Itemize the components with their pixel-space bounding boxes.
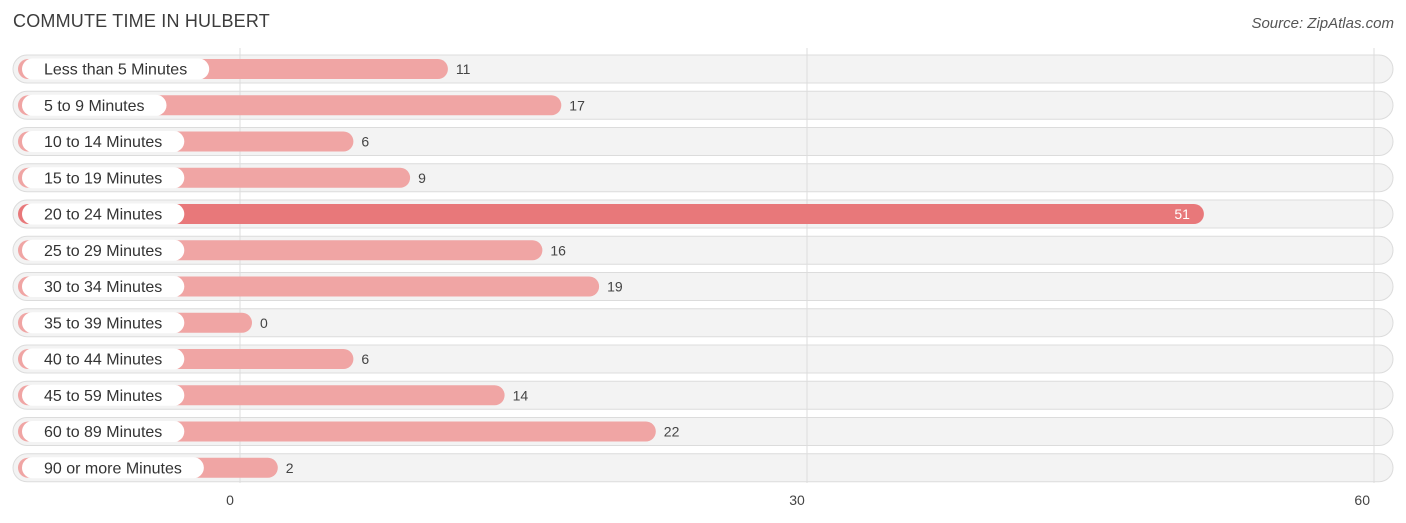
row-background [12, 308, 1394, 338]
value-label: 17 [569, 97, 585, 113]
category-pill [22, 276, 185, 297]
value-label: 11 [456, 61, 471, 77]
row-background [12, 453, 1394, 483]
category-pill [22, 167, 185, 189]
category-label: 45 to 59 Minutes [44, 388, 162, 405]
category-pill [22, 203, 185, 225]
category-label: 35 to 39 Minutes [44, 315, 162, 332]
x-tick-label: 0 [226, 492, 234, 508]
value-label: 14 [513, 387, 529, 403]
category-label: 25 to 29 Minutes [44, 243, 162, 260]
category-label: 15 to 19 Minutes [44, 170, 162, 187]
category-pill [22, 94, 167, 116]
value-label: 2 [286, 460, 294, 476]
x-axis-ticks: 0 30 60 [226, 492, 1370, 508]
x-tick-label: 60 [1354, 492, 1370, 508]
category-label: 20 to 24 Minutes [44, 207, 162, 224]
value-label: 51 [1174, 206, 1190, 222]
category-pill [22, 131, 185, 152]
value-label: 19 [607, 279, 623, 295]
rows-layer [12, 54, 1394, 483]
category-pill [22, 457, 204, 479]
category-label: 30 to 34 Minutes [44, 279, 162, 296]
row-background [12, 127, 1394, 156]
value-label: 6 [361, 351, 369, 367]
category-label: 40 to 44 Minutes [44, 352, 162, 369]
category-label: Less than 5 Minutes [44, 62, 187, 79]
bar [18, 204, 1204, 224]
category-pill [22, 348, 185, 370]
chart-title: COMMUTE TIME IN HULBERT [13, 11, 270, 31]
value-label: 6 [361, 134, 369, 150]
category-pill [22, 312, 185, 334]
value-label: 0 [260, 315, 268, 331]
x-tick-label: 30 [789, 492, 805, 508]
category-pill [22, 421, 185, 442]
bars-layer: Less than 5 Minutes 11 5 to 9 Minutes 17 10 … [18, 58, 1204, 479]
category-pill [22, 384, 185, 406]
category-pill [22, 58, 210, 80]
category-pill [22, 239, 185, 261]
value-label: 22 [664, 424, 680, 440]
row-background [12, 344, 1394, 374]
value-label: 16 [550, 242, 566, 258]
category-label: 60 to 89 Minutes [44, 424, 162, 441]
category-label: 90 or more Minutes [44, 460, 182, 477]
value-label: 9 [418, 170, 426, 186]
category-label: 10 to 14 Minutes [44, 134, 162, 151]
source-label: Source: ZipAtlas.com [1251, 15, 1394, 32]
grid-layer [239, 48, 1375, 483]
category-label: 5 to 9 Minutes [44, 98, 145, 115]
